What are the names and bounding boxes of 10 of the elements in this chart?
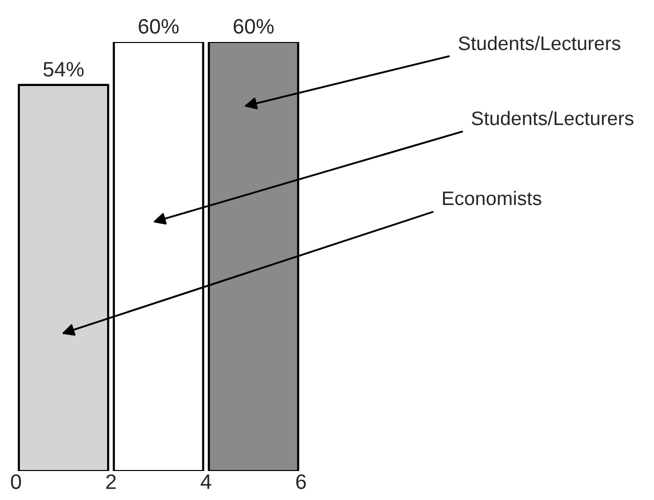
text: Students/Lecturers (458, 36, 620, 50)
data-label: 54% (43, 62, 84, 77)
x-tick-label: 0 (11, 474, 21, 490)
data-label: 60% (138, 18, 179, 34)
x-tick-label: 4 (200, 474, 212, 489)
x-tick-label: 6 (296, 474, 306, 490)
data-label: 60% (234, 18, 274, 34)
x-tick-label: 2 (106, 474, 116, 489)
text: Students/Lecturers (472, 110, 634, 126)
text: Economists (443, 190, 542, 206)
